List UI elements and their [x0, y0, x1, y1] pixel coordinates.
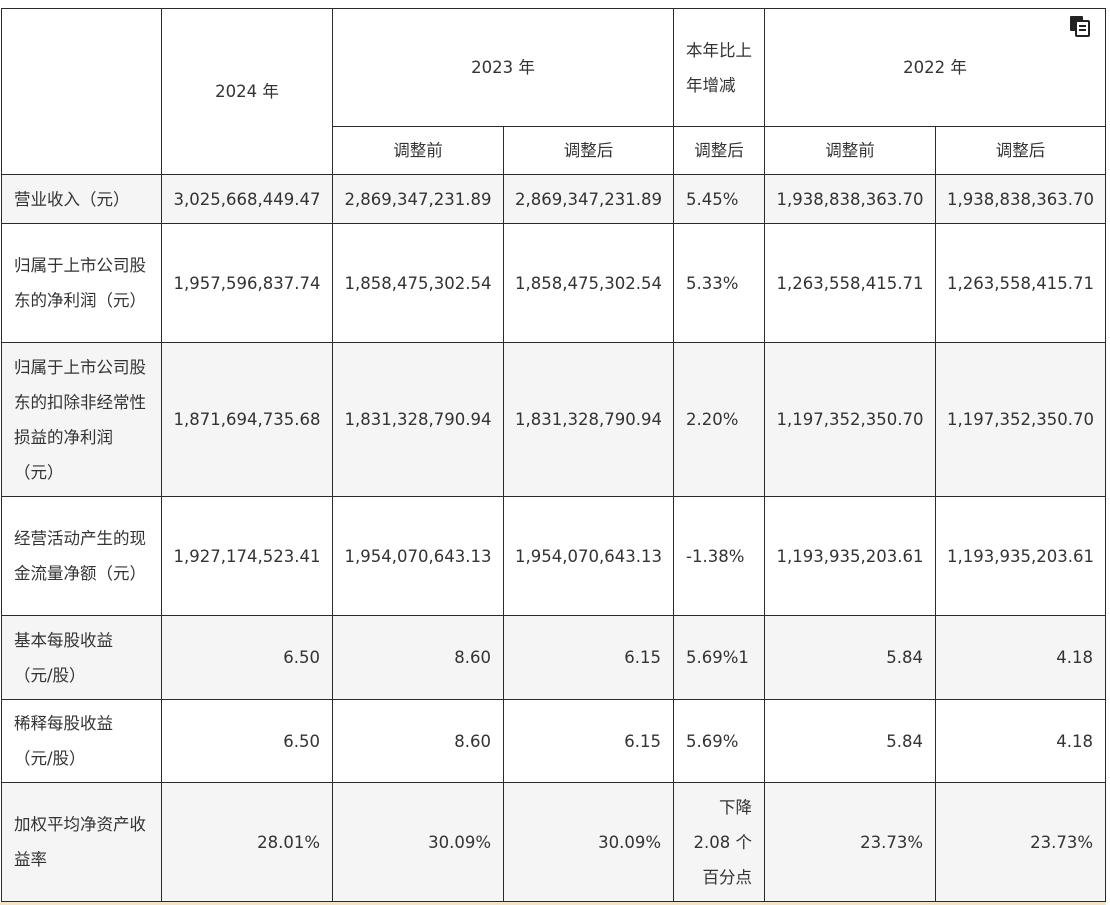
cell-2022-before: 1,938,838,363.70: [764, 174, 936, 224]
header-change: 本年比上年增减: [673, 8, 765, 127]
cell-2023-after: 1,858,475,302.54: [503, 223, 674, 343]
cell-2022-before: 5.84: [764, 615, 936, 700]
cell-2023-before: 1,954,070,643.13: [332, 496, 504, 616]
table-row: 加权平均净资产收益率 28.01% 30.09% 30.09% 下降 2.08 …: [1, 782, 1106, 902]
header-row-years: 2024 年 2023 年 本年比上年增减 2022 年: [1, 8, 1106, 175]
cell-2022-after: 1,263,558,415.71: [935, 223, 1106, 343]
cell-2024: 6.50: [161, 699, 333, 783]
header-2024: 2024 年: [161, 8, 333, 175]
header-2022-before: 调整前: [764, 126, 936, 175]
cell-2023-after: 1,954,070,643.13: [503, 496, 674, 616]
cell-2023-before: 8.60: [332, 615, 504, 700]
row-label: 归属于上市公司股东的净利润（元）: [1, 223, 162, 343]
row-label: 加权平均净资产收益率: [1, 782, 162, 902]
header-change-after: 调整后: [673, 126, 765, 175]
cell-2023-after: 6.15: [503, 615, 674, 700]
header-2023-after: 调整后: [503, 126, 674, 175]
header-2023-before: 调整前: [332, 126, 504, 175]
cell-2024: 6.50: [161, 615, 333, 700]
cell-2023-after: 30.09%: [503, 782, 674, 902]
cell-change: 下降 2.08 个百分点: [673, 782, 765, 902]
cell-2022-after: 4.18: [935, 699, 1106, 783]
cell-2023-before: 2,869,347,231.89: [332, 174, 504, 224]
row-label: 稀释每股收益（元/股）: [1, 699, 162, 783]
cell-2023-after: 1,831,328,790.94: [503, 342, 674, 497]
table-row: 归属于上市公司股东的净利润（元） 1,957,596,837.74 1,858,…: [1, 223, 1106, 343]
table-row: 归属于上市公司股东的扣除非经常性损益的净利润（元） 1,871,694,735.…: [1, 342, 1106, 497]
table-row: 营业收入（元） 3,025,668,449.47 2,869,347,231.8…: [1, 174, 1106, 224]
cell-2022-before: 1,263,558,415.71: [764, 223, 936, 343]
cell-change: 5.69%: [673, 699, 765, 783]
cell-change: 2.20%: [673, 342, 765, 497]
table-row: 稀释每股收益（元/股） 6.50 8.60 6.15 5.69% 5.84 4.…: [1, 699, 1106, 783]
cell-2023-before: 1,858,475,302.54: [332, 223, 504, 343]
financial-summary-table: 2024 年 2023 年 本年比上年增减 2022 年 调整前 调整后 调整后…: [1, 8, 1106, 902]
cell-2022-before: 1,193,935,203.61: [764, 496, 936, 616]
row-label: 基本每股收益（元/股）: [1, 615, 162, 700]
cell-2023-before: 8.60: [332, 699, 504, 783]
cell-2023-after: 6.15: [503, 699, 674, 783]
header-2022-after: 调整后: [935, 126, 1106, 175]
table-bottom-divider: [0, 902, 1106, 905]
cell-change: 5.45%: [673, 174, 765, 224]
cell-2022-after: 1,197,352,350.70: [935, 342, 1106, 497]
cell-2022-after: 23.73%: [935, 782, 1106, 902]
cell-2022-before: 5.84: [764, 699, 936, 783]
cell-2022-after: 1,193,935,203.61: [935, 496, 1106, 616]
table-row: 经营活动产生的现金流量净额（元） 1,927,174,523.41 1,954,…: [1, 496, 1106, 616]
header-row-adjust: 调整前 调整后 调整后 调整前 调整后: [2, 126, 1106, 175]
cell-change: 5.33%: [673, 223, 765, 343]
cell-2023-before: 30.09%: [332, 782, 504, 902]
header-2022: 2022 年: [764, 8, 1106, 127]
cell-2024: 1,927,174,523.41: [161, 496, 333, 616]
cell-2024: 28.01%: [161, 782, 333, 902]
header-corner-cell: [1, 8, 162, 175]
cell-2024: 1,957,596,837.74: [161, 223, 333, 343]
header-2023: 2023 年: [332, 8, 674, 127]
row-label: 营业收入（元）: [1, 174, 162, 224]
cell-change: 5.69%1: [673, 615, 765, 700]
cell-2022-before: 23.73%: [764, 782, 936, 902]
cell-2023-before: 1,831,328,790.94: [332, 342, 504, 497]
cell-2024: 1,871,694,735.68: [161, 342, 333, 497]
table-row: 基本每股收益（元/股） 6.50 8.60 6.15 5.69%1 5.84 4…: [1, 615, 1106, 700]
row-label: 经营活动产生的现金流量净额（元）: [1, 496, 162, 616]
cell-2022-after: 4.18: [935, 615, 1106, 700]
cell-change: -1.38%: [673, 496, 765, 616]
cell-2023-after: 2,869,347,231.89: [503, 174, 674, 224]
cell-2024: 3,025,668,449.47: [161, 174, 333, 224]
cell-2022-after: 1,938,838,363.70: [935, 174, 1106, 224]
row-label: 归属于上市公司股东的扣除非经常性损益的净利润（元）: [1, 342, 162, 497]
cell-2022-before: 1,197,352,350.70: [764, 342, 936, 497]
